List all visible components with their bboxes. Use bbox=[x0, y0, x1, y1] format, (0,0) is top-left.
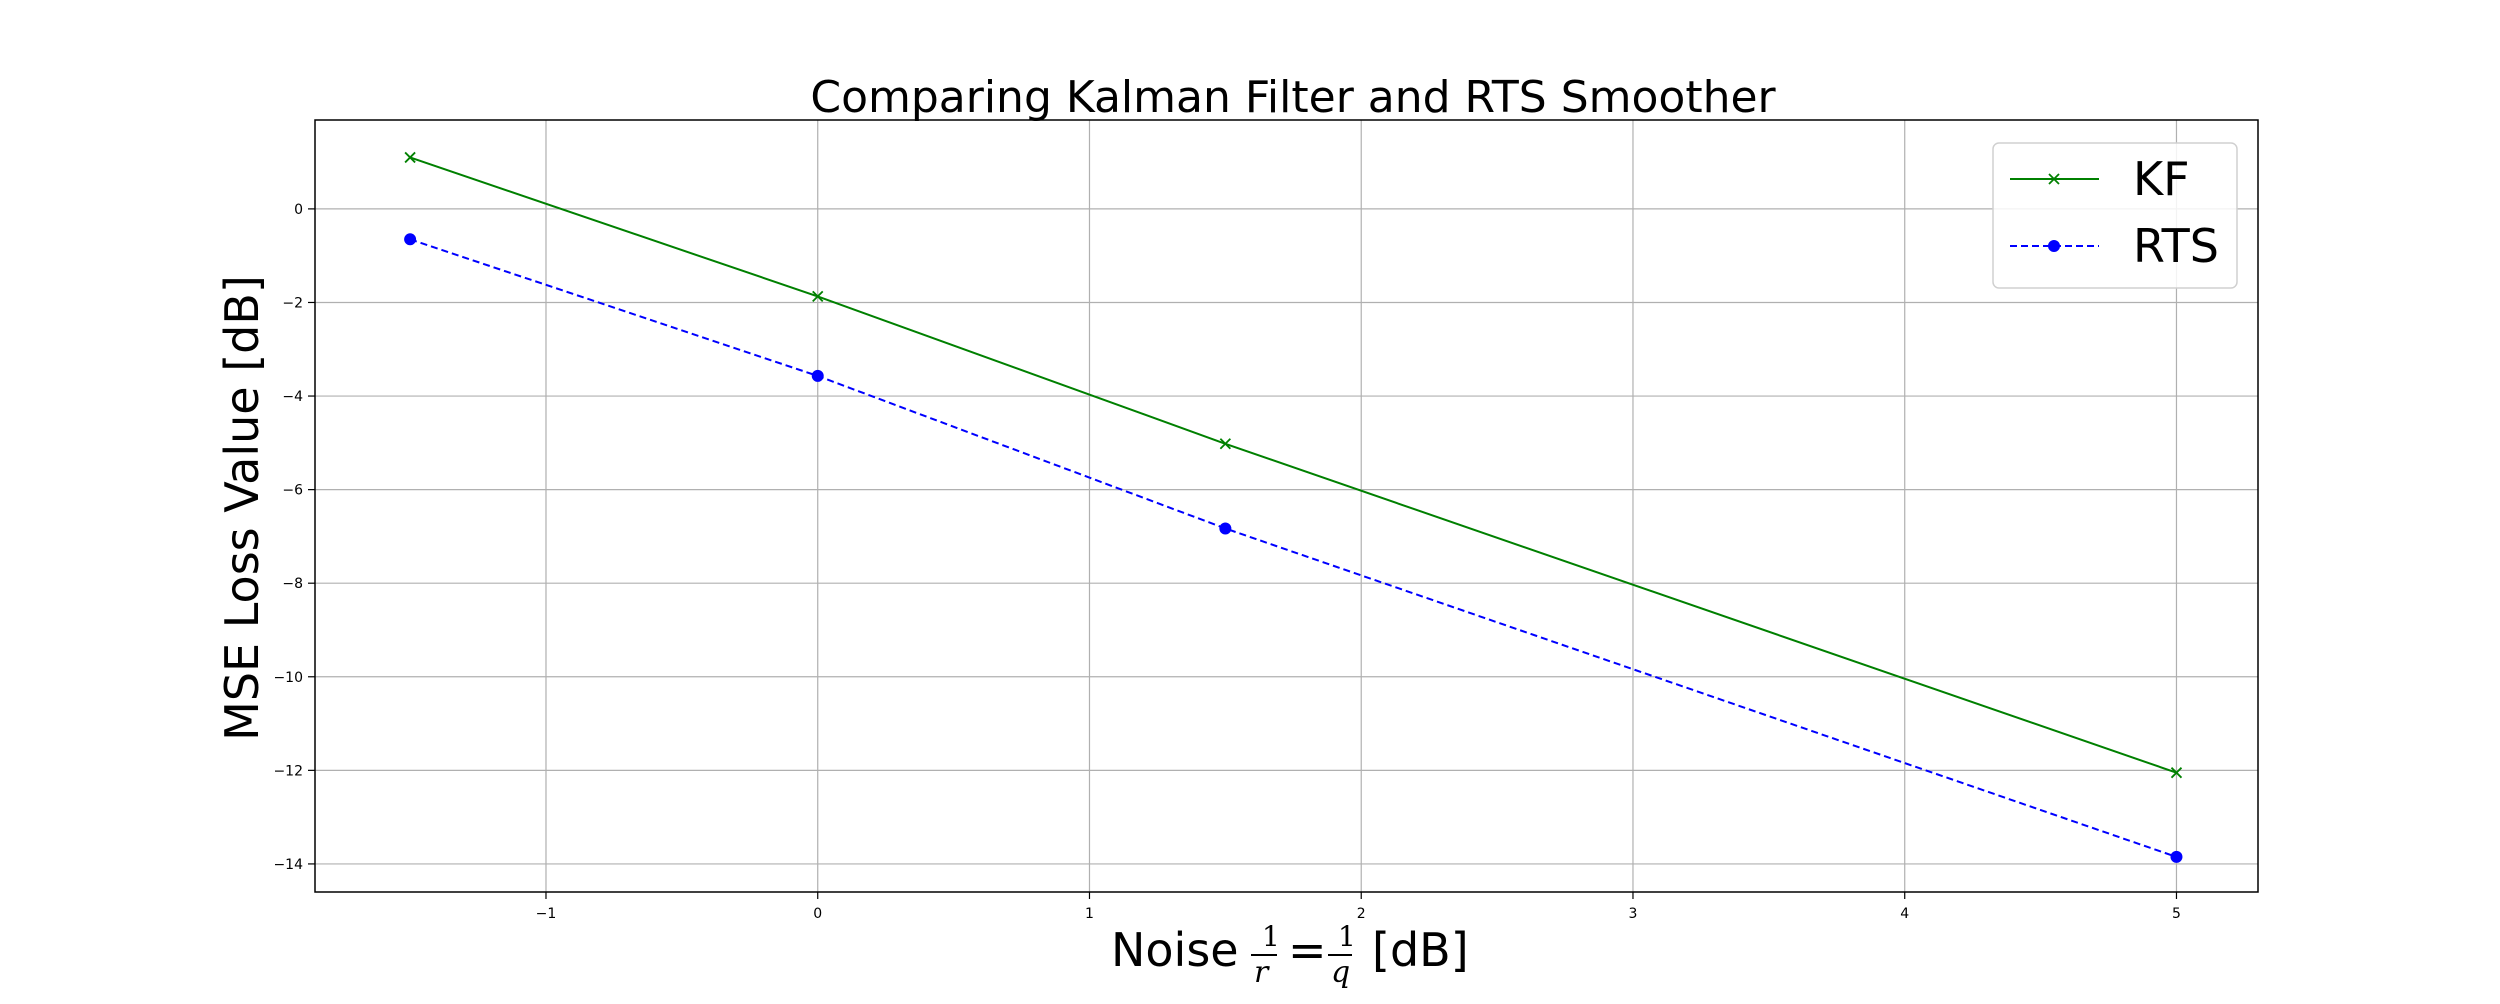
plot-frame bbox=[314, 119, 2259, 893]
x-axis-frac1-denominator: r bbox=[1254, 955, 1270, 990]
data-point bbox=[404, 151, 416, 164]
chart-title: Comparing Kalman Filter and RTS Smoother bbox=[810, 72, 1776, 123]
y-tick-label: −14 bbox=[273, 857, 303, 873]
series-line-rts bbox=[409, 238, 2177, 858]
data-point bbox=[812, 290, 824, 303]
data-point bbox=[811, 369, 824, 382]
series-rts bbox=[404, 233, 2183, 863]
y-axis-title: MSE Loss Value [dB] bbox=[215, 275, 269, 741]
legend-marker bbox=[2048, 173, 2060, 185]
series-kf bbox=[404, 151, 2183, 779]
data-point bbox=[2170, 767, 2183, 779]
x-axis-title: Noise 1 r = 1 q [dB] bbox=[1111, 920, 1469, 990]
x-tick-label: 3 bbox=[1629, 906, 1638, 922]
y-tick-label: 0 bbox=[294, 202, 303, 218]
data-point bbox=[2170, 850, 2183, 863]
data-point bbox=[1219, 438, 1231, 450]
legend-entry-rts: RTS bbox=[2010, 219, 2219, 273]
y-tick-label: −4 bbox=[282, 389, 303, 405]
legend-marker bbox=[2048, 240, 2060, 252]
x-axis-frac1-numerator: 1 bbox=[1262, 920, 1280, 953]
y-tick-label: −12 bbox=[273, 763, 303, 779]
x-axis-title-suffix: [dB] bbox=[1372, 923, 1469, 977]
legend: KF RTS bbox=[1992, 142, 2238, 289]
x-axis-frac2-denominator: q bbox=[1331, 955, 1350, 990]
y-tick-label: −10 bbox=[273, 670, 303, 686]
x-axis-frac2-numerator: 1 bbox=[1338, 920, 1356, 953]
x-tick-label: 1 bbox=[1085, 906, 1094, 922]
x-axis-title-prefix: Noise bbox=[1111, 923, 1239, 977]
x-tick-label: −1 bbox=[536, 906, 557, 922]
series-layer bbox=[404, 151, 2183, 863]
x-axis-title-equals: = bbox=[1288, 923, 1327, 977]
axes: −1 0 1 2 3 4 50−2−4−6−8−10−12−14 bbox=[273, 119, 2259, 922]
y-tick-label: −8 bbox=[282, 576, 303, 592]
legend-entry-kf: KF bbox=[2010, 152, 2190, 206]
legend-label: KF bbox=[2133, 152, 2190, 206]
y-tick-label: −6 bbox=[282, 483, 303, 499]
x-tick-label: 5 bbox=[2172, 906, 2181, 922]
x-tick-label: 0 bbox=[813, 906, 822, 922]
x-tick-label: 4 bbox=[1900, 906, 1909, 922]
x-tick-label: 2 bbox=[1357, 906, 1366, 922]
data-point bbox=[404, 233, 417, 246]
y-tick-label: −2 bbox=[282, 295, 303, 311]
data-point bbox=[1219, 522, 1232, 535]
series-line-kf bbox=[409, 156, 2177, 774]
legend-label: RTS bbox=[2133, 219, 2219, 273]
grid bbox=[315, 120, 2258, 892]
